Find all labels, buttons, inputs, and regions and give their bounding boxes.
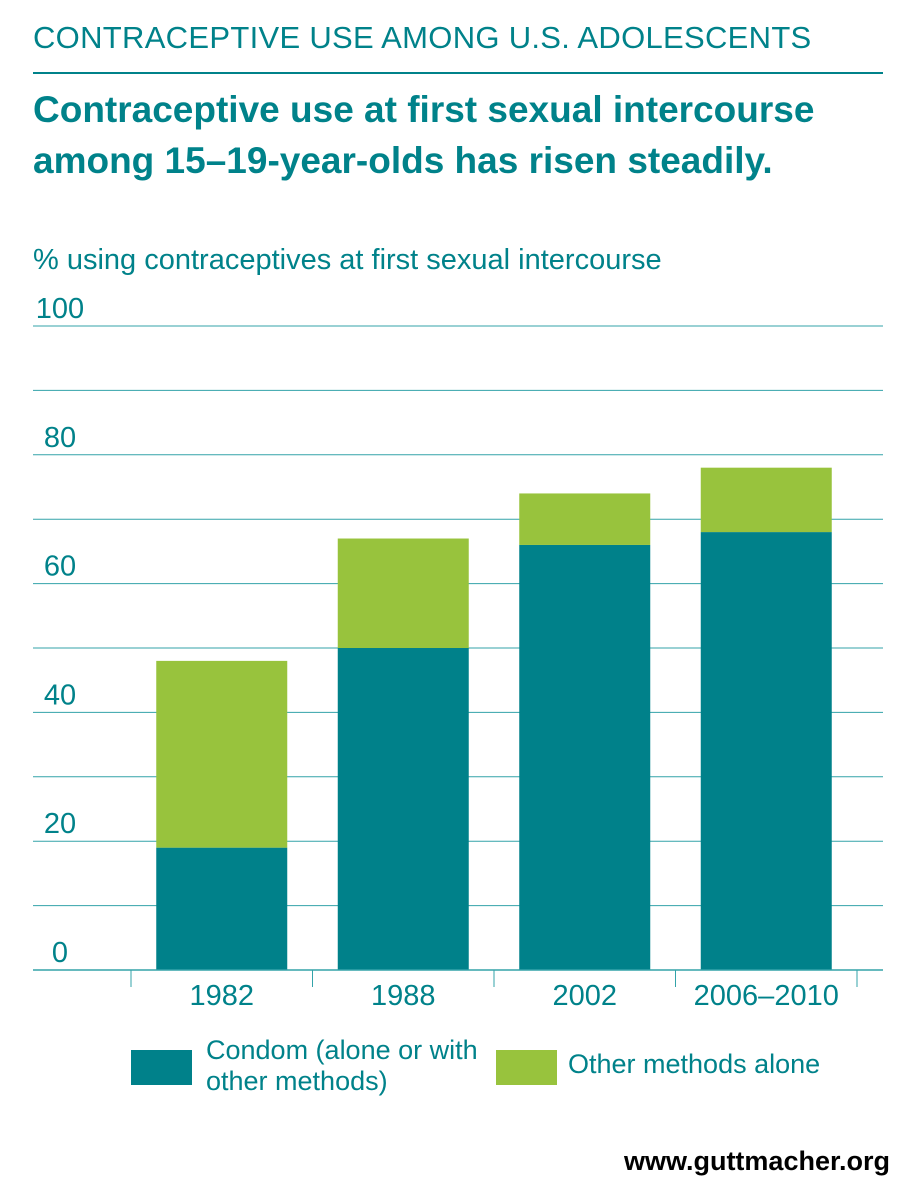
chart-plot: 0 20 40 60 80 100 1982 1988 2002 2006–2010	[33, 293, 883, 1012]
y-tick-label: 60	[44, 551, 76, 583]
source-url: www.guttmacher.org	[623, 1146, 890, 1176]
bar-other-1982	[156, 660, 288, 848]
legend-label-condom: Condom (alone or with other methods)	[206, 1035, 478, 1096]
y-tick-label: 40	[44, 679, 76, 711]
bar-condom-2002	[519, 544, 651, 970]
bar-other-1988	[337, 538, 469, 648]
legend-swatch-other	[496, 1050, 557, 1085]
legend-label-other: Other methods alone	[568, 1049, 821, 1079]
x-tick-label: 1988	[371, 980, 436, 1012]
kicker-divider	[33, 72, 883, 74]
y-tick-label: 0	[52, 937, 68, 969]
x-tick-label: 2002	[552, 980, 617, 1012]
y-tick-label: 100	[36, 293, 84, 325]
bar-condom-2006–2010	[700, 532, 832, 970]
x-tick-label: 1982	[189, 980, 254, 1012]
y-tick-label: 80	[44, 422, 76, 454]
bar-condom-1988	[337, 648, 469, 970]
y-tick-label: 20	[44, 808, 76, 840]
bar-condom-1982	[156, 847, 288, 970]
bar-other-2002	[519, 493, 651, 545]
chart-kicker: CONTRACEPTIVE USE AMONG U.S. ADOLESCENTS	[33, 20, 812, 55]
chart-title: Contraceptive use at first sexual interc…	[33, 89, 815, 181]
y-axis-label: % using contraceptives at first sexual i…	[33, 244, 662, 276]
x-tick-label: 2006–2010	[694, 980, 839, 1012]
legend-swatch-condom	[131, 1050, 192, 1085]
bar-other-2006–2010	[700, 467, 832, 533]
chart-legend: Condom (alone or with other methods) Oth…	[0, 1035, 900, 1115]
